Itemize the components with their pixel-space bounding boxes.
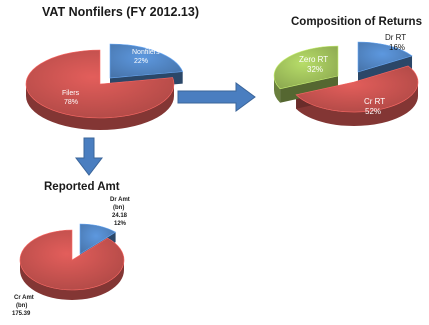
- slice-cr-rt: [295, 65, 419, 113]
- pct-dr-rt: 16%: [389, 43, 405, 52]
- value-cr-amt: 175.39: [12, 311, 31, 317]
- label-cr-rt: Cr RT: [364, 97, 385, 106]
- wall-filers: [26, 84, 174, 130]
- pct-dr-amt: 12%: [114, 221, 127, 227]
- slice-dr-rt: [357, 41, 413, 73]
- wall-cr-rt: [296, 82, 418, 127]
- slice-zero-rt: [273, 45, 339, 90]
- arrow-right: [177, 82, 256, 112]
- title-reported-amt: Reported Amt: [44, 181, 120, 193]
- slice-dr-amt: [79, 223, 117, 255]
- title-vat-nonfilers: VAT Nonfilers (FY 2012.13): [42, 5, 199, 19]
- label-zero-rt: Zero RT: [299, 55, 328, 64]
- pct-cr-rt: 52%: [365, 107, 381, 116]
- pie-composition-of-returns: [273, 41, 419, 127]
- value-dr-amt: 24.18: [112, 213, 128, 219]
- arrow-down: [74, 137, 104, 176]
- pct-nonfilers: 22%: [134, 58, 148, 65]
- slice-filers: [25, 49, 175, 119]
- label-dr-rt: Dr RT: [385, 33, 406, 42]
- pct-zero-rt: 32%: [307, 65, 323, 74]
- label-cr-amt: Cr Amt: [14, 295, 34, 301]
- unit-cr-amt: (bn): [16, 303, 27, 309]
- wall-cr-amt: [20, 260, 124, 300]
- pie-vat-nonfilers: [25, 43, 184, 130]
- label-filers: Filers: [62, 90, 80, 97]
- label-dr-amt: Dr Amt: [110, 197, 130, 203]
- pct-filers: 78%: [64, 99, 78, 106]
- slice-nonfilers: [109, 43, 184, 79]
- cut-face-zero-rt: [280, 76, 338, 103]
- title-composition-of-returns: Composition of Returns: [291, 16, 422, 28]
- slice-cr-amt: [19, 229, 125, 291]
- label-nonfilers: Nonfilers: [132, 49, 160, 56]
- pie-reported-amt: [19, 223, 125, 300]
- unit-dr-amt: (bn): [113, 205, 124, 211]
